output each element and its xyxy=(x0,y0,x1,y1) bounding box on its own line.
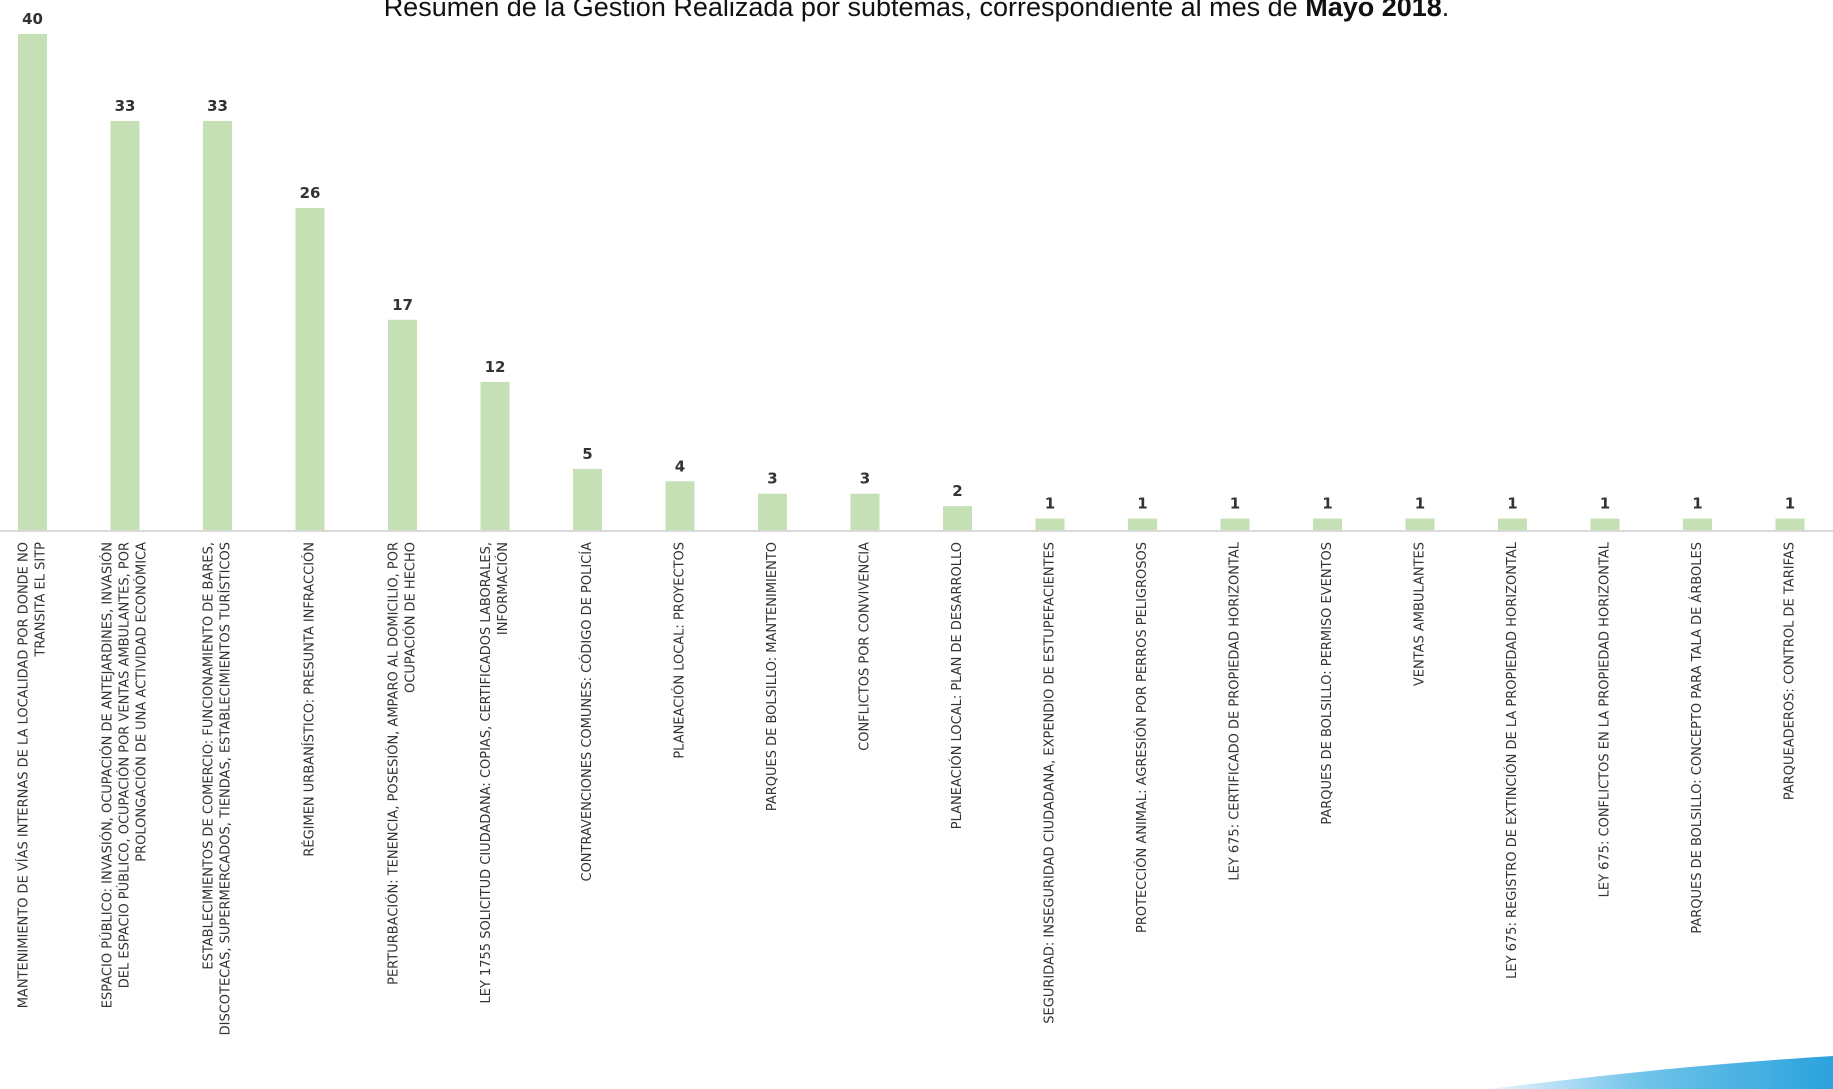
category-label-line: ESPACIO PÚBLICO: INVASIÓN, OCUPACIÓN DE … xyxy=(100,542,116,1008)
category-label-line: PLANEACIÓN LOCAL: PROYECTOS xyxy=(672,542,688,759)
category-label: PARQUES DE BOLSILLO: PERMISO EVENTOS xyxy=(1320,542,1335,825)
bar-value-label: 5 xyxy=(582,445,592,463)
category-label: PLANEACIÓN LOCAL: PLAN DE DESARROLLO xyxy=(949,542,965,829)
category-label: LEY 675: CONFLICTOS EN LA PROPIEDAD HORI… xyxy=(1598,541,1613,897)
category-label-line: LEY 675: CONFLICTOS EN LA PROPIEDAD HORI… xyxy=(1598,541,1613,897)
category-label-line: LEY 675: CERTIFICADO DE PROPIEDAD HORIZO… xyxy=(1228,541,1243,880)
category-label-line: PROTECCIÓN ANIMAL: AGRESIÓN POR PERROS P… xyxy=(1134,542,1150,933)
bar-value-label: 33 xyxy=(207,97,228,115)
bar xyxy=(18,34,47,531)
bar-value-label: 3 xyxy=(767,470,777,488)
bar-value-label: 2 xyxy=(952,482,962,500)
bar-value-label: 1 xyxy=(1230,495,1240,513)
bar xyxy=(203,120,232,531)
category-label: LEY 1755 SOLICITUD CIUDADANA: COPIAS, CE… xyxy=(479,542,511,1004)
bar-value-label: 4 xyxy=(675,457,685,475)
bar xyxy=(1498,518,1527,531)
category-label-line: PARQUES DE BOLSILLO: CONCEPTO PARA TALA … xyxy=(1689,542,1705,934)
swoosh-shape xyxy=(1490,1056,1833,1089)
bar xyxy=(758,493,787,531)
chart-title-emphasis: Mayo 2018 xyxy=(1305,0,1442,22)
bar xyxy=(1128,518,1157,531)
bar-value-label: 1 xyxy=(1785,495,1795,513)
bar-value-label: 3 xyxy=(860,470,870,488)
category-label: CONFLICTOS POR CONVIVENCIA xyxy=(858,542,873,751)
bar xyxy=(943,506,972,531)
bar xyxy=(110,120,140,531)
category-label-line: PROLONGACIÓN DE UNA ACTIVIDAD ECONÓMICA xyxy=(134,542,150,862)
bar xyxy=(1220,518,1250,531)
category-label: PARQUES DE BOLSILLO: CONCEPTO PARA TALA … xyxy=(1689,542,1705,934)
category-label: VENTAS AMBULANTES xyxy=(1413,542,1428,686)
category-label-line: LEY 675: REGISTRO DE EXTINCIÓN DE LA PRO… xyxy=(1504,541,1520,979)
category-label-line: VENTAS AMBULANTES xyxy=(1413,542,1428,686)
category-label-line: TRANSITA EL SITP xyxy=(34,542,49,658)
category-label: LEY 675: CERTIFICADO DE PROPIEDAD HORIZO… xyxy=(1228,541,1243,880)
category-label: ESTABLECIMIENTOS DE COMERCIO: FUNCIONAMI… xyxy=(202,542,234,1035)
bar xyxy=(850,493,880,531)
category-label-line: RÉGIMEN URBANÍSTICO: PRESUNTA INFRACCIÓN xyxy=(302,542,318,857)
bar xyxy=(1405,518,1435,531)
category-label-line: LEY 1755 SOLICITUD CIUDADANA: COPIAS, CE… xyxy=(479,542,494,1004)
bar-value-label: 1 xyxy=(1045,495,1055,513)
bar-value-label: 1 xyxy=(1507,495,1517,513)
bar-value-label: 17 xyxy=(392,296,413,314)
bar-value-label: 1 xyxy=(1692,495,1702,513)
category-label-line: PARQUEADEROS: CONTROL DE TARIFAS xyxy=(1783,542,1798,800)
category-label-line: OCUPACIÓN DE HECHO xyxy=(403,542,419,693)
category-label-line: DEL ESPACIO PÚBLICO, OCUPACIÓN POR VENTA… xyxy=(117,542,133,988)
category-label-line: CONTRAVENCIONES COMUNES: CÓDIGO DE POLIC… xyxy=(579,542,595,882)
category-label-line: INFORMACIÓN xyxy=(495,542,511,635)
category-label: SEGURIDAD: INSEGURIDAD CIUDADANA, EXPEND… xyxy=(1043,542,1058,1024)
bar-value-label: 26 xyxy=(300,184,321,202)
chart-title-prefix: Resumen de la Gestión Realizada por subt… xyxy=(383,0,1306,22)
category-label: ESPACIO PÚBLICO: INVASIÓN, OCUPACIÓN DE … xyxy=(100,542,150,1008)
category-label-line: SEGURIDAD: INSEGURIDAD CIUDADANA, EXPEND… xyxy=(1043,542,1058,1024)
bar-value-label: 1 xyxy=(1600,495,1610,513)
category-label-line: PERTURBACIÓN: TENENCIA, POSESIÓN, AMPARO… xyxy=(386,542,402,985)
category-label-line: PARQUES DE BOLSILLO: MANTENIMIENTO xyxy=(765,542,780,811)
category-label-line: MANTENIMIENTO DE VÍAS INTERNAS DE LA LOC… xyxy=(16,542,32,1008)
category-label: PROTECCIÓN ANIMAL: AGRESIÓN POR PERROS P… xyxy=(1134,542,1150,933)
category-label: PARQUEADEROS: CONTROL DE TARIFAS xyxy=(1783,542,1798,800)
category-label: PLANEACIÓN LOCAL: PROYECTOS xyxy=(672,542,688,759)
bar xyxy=(1590,518,1620,531)
category-label: PARQUES DE BOLSILLO: MANTENIMIENTO xyxy=(765,542,780,811)
chart-title: Resumen de la Gestión Realizada por subt… xyxy=(0,0,1833,22)
category-label-line: PLANEACIÓN LOCAL: PLAN DE DESARROLLO xyxy=(949,542,965,829)
category-label-line: PARQUES DE BOLSILLO: PERMISO EVENTOS xyxy=(1320,542,1335,825)
bar-value-label: 1 xyxy=(1137,495,1147,513)
category-label-group: MANTENIMIENTO DE VÍAS INTERNAS DE LA LOC… xyxy=(16,541,1798,1035)
bar xyxy=(1775,518,1805,531)
bar xyxy=(388,319,417,531)
bar-value-label: 12 xyxy=(485,358,506,376)
bar-value-label: 1 xyxy=(1415,495,1425,513)
category-label-line: ESTABLECIMIENTOS DE COMERCIO: FUNCIONAMI… xyxy=(202,542,217,970)
bar xyxy=(1313,518,1342,531)
category-label: LEY 675: REGISTRO DE EXTINCIÓN DE LA PRO… xyxy=(1504,541,1520,979)
bar-value-label: 33 xyxy=(115,97,136,115)
bar-value-label: 40 xyxy=(22,10,43,28)
bar xyxy=(665,481,695,531)
bar xyxy=(480,381,510,531)
category-label: RÉGIMEN URBANÍSTICO: PRESUNTA INFRACCIÓN xyxy=(302,542,318,857)
category-label: CONTRAVENCIONES COMUNES: CÓDIGO DE POLIC… xyxy=(579,542,595,882)
category-label-line: DISCOTECAS, SUPERMERCADOS, TIENDAS, ESTA… xyxy=(218,542,234,1035)
chart-title-suffix: . xyxy=(1441,0,1450,22)
bar xyxy=(1035,518,1065,531)
category-label: MANTENIMIENTO DE VÍAS INTERNAS DE LA LOC… xyxy=(16,542,49,1008)
category-label: PERTURBACIÓN: TENENCIA, POSESIÓN, AMPARO… xyxy=(386,542,419,985)
bar xyxy=(1683,518,1712,531)
bar-group xyxy=(18,34,1805,531)
bar-value-label: 1 xyxy=(1322,495,1332,513)
bar xyxy=(573,468,602,531)
category-label-line: CONFLICTOS POR CONVIVENCIA xyxy=(858,542,873,751)
bar xyxy=(295,207,325,531)
